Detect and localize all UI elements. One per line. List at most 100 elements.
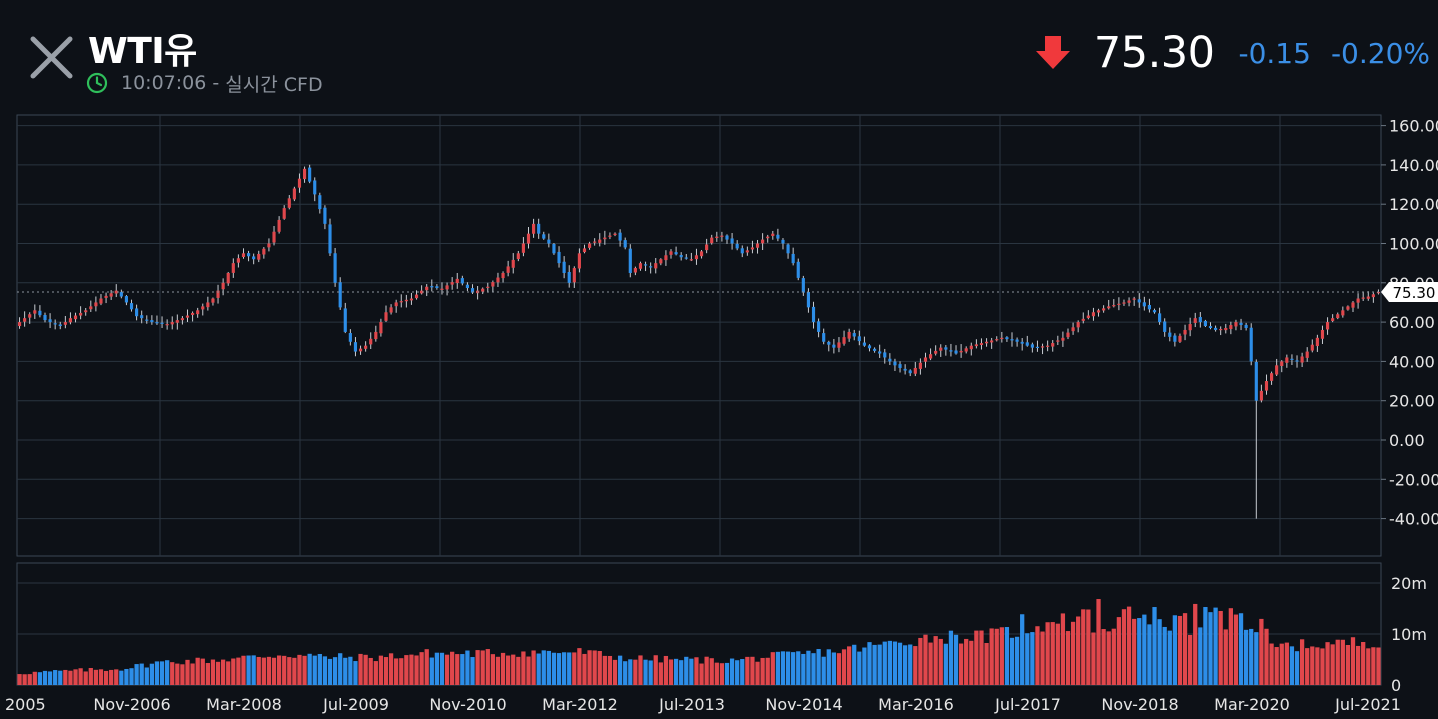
candle-body	[1025, 342, 1029, 346]
candle-body	[913, 367, 917, 374]
volume-bar	[302, 655, 307, 685]
x-axis-tick-label: Jul-2021	[1334, 695, 1401, 714]
close-icon[interactable]	[28, 34, 76, 82]
candle-body	[379, 322, 383, 334]
volume-bar	[170, 662, 175, 685]
volume-bar	[475, 650, 480, 685]
volume-bar	[1198, 627, 1203, 685]
volume-bar	[1121, 609, 1127, 685]
x-axis-tick-label: Mar-2016	[878, 695, 954, 714]
volume-bar	[1096, 599, 1101, 685]
candle-body	[1112, 305, 1116, 307]
candle-body	[684, 257, 688, 259]
volume-bar	[363, 654, 368, 685]
volume-bar	[1040, 631, 1045, 685]
volume-bar	[969, 640, 974, 685]
last-price: 75.30	[1093, 28, 1215, 78]
volume-bar	[1371, 647, 1376, 685]
volume-bar	[124, 668, 129, 685]
quote-status-row: 10:07:06 - 실시간 CFD	[86, 70, 323, 96]
candle-body	[526, 233, 531, 244]
candle-body	[99, 298, 103, 304]
candle-body	[1163, 321, 1167, 332]
candle-body	[68, 318, 73, 323]
candle-body	[811, 306, 816, 323]
candle-body	[1376, 292, 1381, 294]
candle-body	[297, 178, 302, 188]
candle-body	[491, 282, 495, 287]
volume-bar	[933, 636, 938, 685]
volume-bar	[292, 657, 297, 685]
volume-bar	[964, 638, 969, 685]
candle-body	[852, 333, 856, 337]
volume-bar	[1310, 646, 1315, 685]
volume-bar	[1305, 648, 1310, 685]
candle-body	[73, 315, 78, 320]
candle-body	[389, 307, 393, 313]
x-axis-tick-label: Nov-2006	[93, 695, 170, 714]
candle-body	[496, 277, 500, 283]
candle-body	[654, 263, 658, 269]
candle-body	[1076, 322, 1080, 328]
volume-bar	[190, 663, 195, 685]
volume-bar	[465, 650, 470, 685]
candle-body	[643, 264, 648, 266]
volume-bar	[261, 657, 266, 685]
volume-bar	[317, 653, 322, 685]
candle-body	[1010, 339, 1014, 341]
candle-body	[613, 233, 617, 235]
volume-bar	[1208, 612, 1213, 685]
candle-body	[185, 315, 190, 318]
candle-body	[333, 253, 337, 283]
candle-body	[974, 344, 978, 347]
volume-bar	[27, 674, 32, 685]
volume-bar	[175, 663, 180, 685]
candle-body	[1234, 322, 1238, 327]
candle-body	[63, 322, 67, 325]
volume-bar	[93, 669, 99, 685]
volume-bar	[745, 656, 750, 685]
candle-body	[857, 336, 861, 342]
candle-body	[1208, 326, 1213, 328]
candle-body	[282, 208, 286, 219]
volume-bar	[714, 662, 719, 685]
volume-bar	[541, 650, 546, 685]
volume-bar	[139, 663, 144, 685]
candle-body	[934, 350, 938, 354]
volume-bar	[653, 655, 658, 685]
volume-bar	[205, 663, 210, 685]
volume-bar	[480, 650, 485, 685]
candle-body	[705, 244, 709, 251]
volume-bar	[1116, 617, 1122, 685]
candle-body	[1295, 360, 1299, 362]
volume-bar	[516, 656, 521, 685]
clock-icon	[86, 72, 108, 94]
volume-bar	[1218, 610, 1223, 685]
volume-bar	[775, 651, 781, 685]
candle-body	[1361, 297, 1365, 299]
candle-body	[1061, 337, 1065, 341]
close-button[interactable]	[28, 34, 76, 82]
candle-body	[511, 259, 515, 268]
volume-bar	[1030, 632, 1035, 685]
candle-body	[1341, 310, 1345, 316]
volume-bar	[1320, 648, 1325, 685]
volume-bar	[582, 653, 587, 685]
candle-body	[318, 195, 322, 210]
candle-body	[1117, 303, 1121, 305]
candle-body	[939, 347, 943, 351]
candle-body	[343, 308, 347, 332]
candle-body	[450, 282, 454, 285]
volume-bar	[17, 674, 22, 685]
candle-body	[430, 286, 434, 288]
candle-body	[878, 351, 882, 354]
y-axis-tick-label: 20.00	[1389, 392, 1435, 411]
candle-body	[1030, 344, 1034, 348]
candle-body	[603, 237, 607, 240]
current-price-tag	[1381, 282, 1438, 303]
candle-body	[119, 292, 123, 297]
volume-bar	[719, 663, 725, 685]
candle-body	[582, 248, 587, 253]
candle-body	[420, 290, 424, 294]
